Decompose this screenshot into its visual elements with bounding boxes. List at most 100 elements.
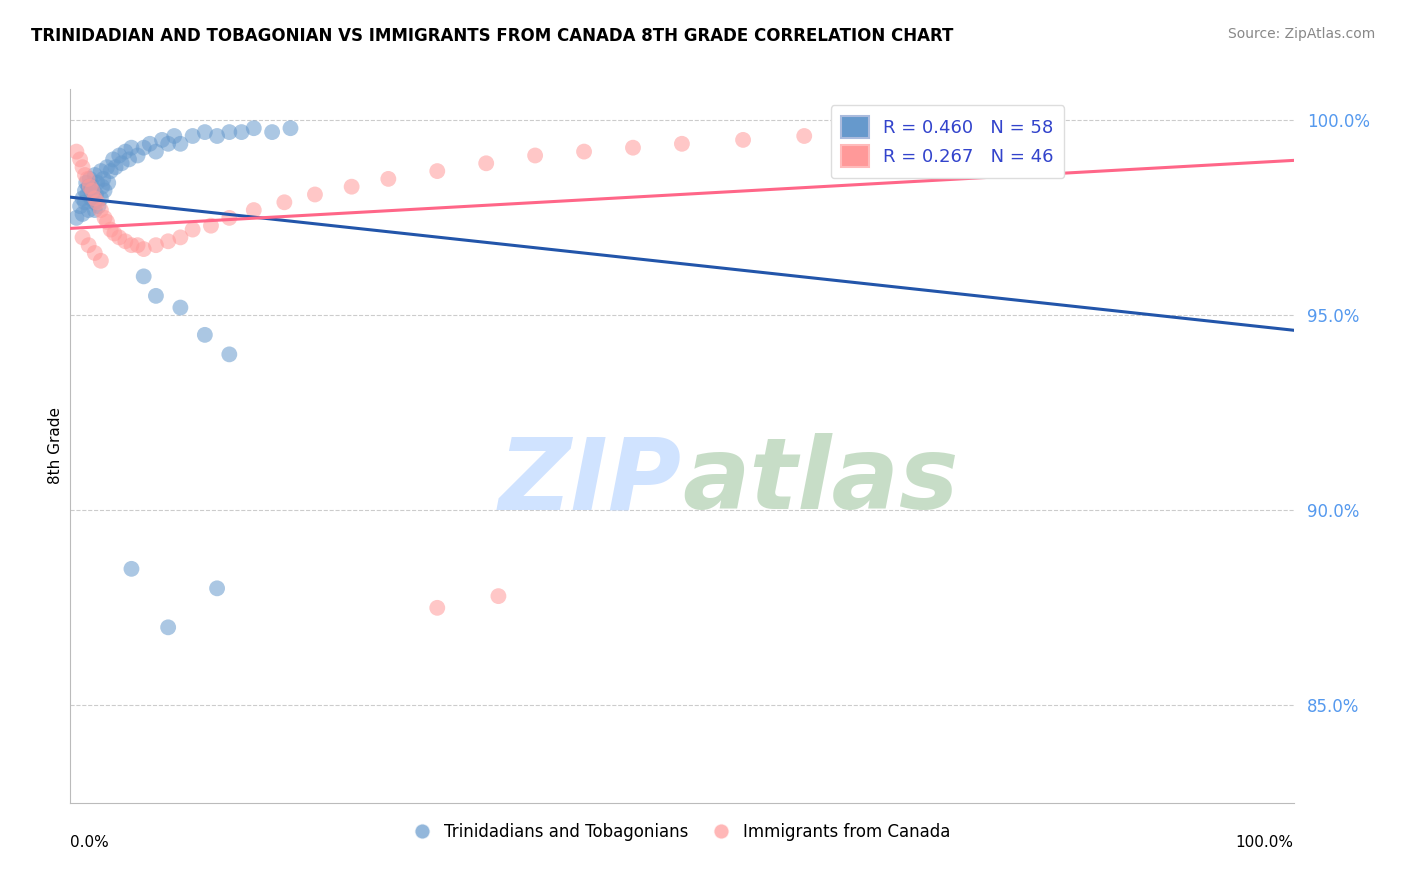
Point	[96, 215, 118, 229]
Point	[72, 207, 94, 221]
Point	[118, 153, 141, 167]
Point	[262, 125, 284, 139]
Point	[82, 179, 104, 194]
Point	[83, 168, 105, 182]
Point	[127, 148, 149, 162]
Point	[114, 145, 136, 159]
Point	[83, 246, 105, 260]
Point	[121, 141, 143, 155]
Point	[169, 301, 191, 315]
Point	[108, 148, 131, 162]
Point	[90, 191, 112, 205]
Point	[73, 195, 96, 210]
Point	[84, 187, 107, 202]
Y-axis label: 8th Grade: 8th Grade	[48, 408, 63, 484]
Point	[169, 136, 191, 151]
Point	[280, 121, 302, 136]
Point	[572, 145, 595, 159]
Point	[426, 600, 449, 615]
Point	[86, 176, 108, 190]
Point	[200, 219, 222, 233]
Point	[77, 238, 100, 252]
Point	[169, 230, 191, 244]
Point	[426, 164, 449, 178]
Point	[733, 133, 755, 147]
Point	[488, 589, 510, 603]
Point	[145, 145, 167, 159]
Point	[218, 125, 240, 139]
Point	[72, 191, 94, 205]
Point	[100, 222, 122, 236]
Point	[75, 176, 97, 190]
Point	[114, 234, 136, 248]
Point	[76, 172, 98, 186]
Point	[218, 211, 240, 225]
Point	[157, 136, 180, 151]
Point	[69, 153, 91, 167]
Point	[150, 133, 173, 147]
Point	[90, 253, 112, 268]
Point	[93, 184, 115, 198]
Point	[91, 179, 114, 194]
Legend: Trinidadians and Tobagonians, Immigrants from Canada: Trinidadians and Tobagonians, Immigrants…	[406, 817, 957, 848]
Point	[304, 187, 326, 202]
Point	[83, 195, 105, 210]
Point	[101, 153, 124, 167]
Point	[132, 242, 155, 256]
Point	[273, 195, 295, 210]
Point	[90, 164, 112, 178]
Point	[475, 156, 498, 170]
Point	[80, 191, 103, 205]
Point	[132, 269, 155, 284]
Point	[79, 179, 101, 194]
Point	[218, 347, 240, 361]
Point	[73, 184, 96, 198]
Point	[100, 164, 122, 178]
Point	[793, 128, 815, 143]
Point	[83, 191, 105, 205]
Point	[121, 562, 143, 576]
Point	[86, 195, 108, 210]
Point	[121, 238, 143, 252]
Point	[340, 179, 363, 194]
Text: atlas: atlas	[682, 434, 959, 530]
Point	[104, 160, 127, 174]
Point	[205, 128, 228, 143]
Point	[96, 160, 118, 174]
Point	[90, 203, 112, 218]
Point	[77, 179, 100, 194]
Point	[621, 141, 644, 155]
Point	[181, 222, 204, 236]
Text: Source: ZipAtlas.com: Source: ZipAtlas.com	[1227, 27, 1375, 41]
Point	[83, 203, 105, 218]
Point	[82, 184, 104, 198]
Point	[194, 125, 217, 139]
Point	[72, 160, 94, 174]
Point	[69, 199, 91, 213]
Point	[243, 121, 266, 136]
Text: TRINIDADIAN AND TOBAGONIAN VS IMMIGRANTS FROM CANADA 8TH GRADE CORRELATION CHART: TRINIDADIAN AND TOBAGONIAN VS IMMIGRANTS…	[31, 27, 953, 45]
Point	[72, 230, 94, 244]
Point	[231, 125, 253, 139]
Point	[77, 203, 100, 218]
Point	[194, 327, 217, 342]
Point	[915, 121, 938, 136]
Text: 0.0%: 0.0%	[70, 835, 110, 850]
Point	[108, 230, 131, 244]
Point	[181, 128, 204, 143]
Point	[127, 238, 149, 252]
Point	[157, 620, 180, 634]
Point	[65, 211, 87, 225]
Point	[671, 136, 693, 151]
Point	[93, 211, 115, 225]
Point	[243, 203, 266, 218]
Point	[157, 234, 180, 248]
Text: ZIP: ZIP	[499, 434, 682, 530]
Point	[65, 145, 87, 159]
Point	[79, 172, 101, 186]
Text: 100.0%: 100.0%	[1236, 835, 1294, 850]
Point	[377, 172, 399, 186]
Point	[145, 289, 167, 303]
Point	[76, 187, 98, 202]
Point	[91, 172, 114, 186]
